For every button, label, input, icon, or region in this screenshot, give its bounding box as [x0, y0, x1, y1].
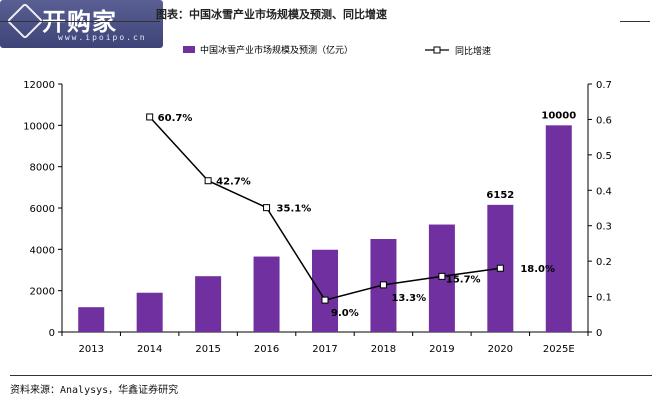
growth-data-label: 60.7%	[158, 113, 193, 124]
left-tick-label: 6000	[30, 204, 55, 215]
bar	[195, 276, 222, 332]
growth-point	[321, 296, 329, 304]
chart-title: 图表：中国冰雪产业市场规模及预测、同比增速	[156, 8, 387, 21]
x-tick-label: 2017	[312, 344, 337, 355]
legend: 中国冰雪产业市场规模及预测（亿元） 同比增速	[183, 44, 491, 57]
growth-point	[204, 177, 212, 185]
source-divider	[10, 375, 652, 376]
legend-bar-label: 中国冰雪产业市场规模及预测（亿元）	[200, 44, 353, 56]
top-divider	[0, 21, 160, 22]
top-divider-right	[620, 21, 650, 22]
growth-point	[263, 204, 271, 212]
growth-data-label: 42.7%	[216, 177, 251, 188]
x-tick-label: 2016	[254, 344, 279, 355]
chart: 中国冰雪产业市场规模及预测（亿元） 同比增速 0 2000 4000 6000 8000 1…	[23, 44, 612, 355]
bar	[136, 292, 163, 332]
x-tick-label: 2025E	[543, 344, 575, 355]
bar	[545, 125, 572, 332]
bar	[78, 307, 105, 332]
left-tick-label: 2000	[30, 287, 55, 298]
growth-point	[379, 281, 387, 289]
left-tick-label: 4000	[30, 245, 55, 256]
legend-line-label: 同比增速	[455, 45, 491, 57]
right-tick-label: 0.1	[596, 293, 612, 304]
x-tick-label: 2020	[488, 344, 513, 355]
x-tick-label: 2014	[137, 344, 162, 355]
growth-data-label: 15.7%	[446, 274, 481, 285]
left-tick-label: 8000	[30, 163, 55, 174]
right-tick-label: 0.6	[596, 115, 612, 126]
right-tick-label: 0	[596, 328, 602, 339]
legend-bar-swatch	[183, 46, 195, 53]
bar-data-label: 10000	[541, 110, 576, 121]
right-tick-label: 0.7	[596, 80, 612, 91]
growth-point	[496, 264, 504, 272]
legend-line-marker	[433, 46, 441, 54]
x-tick-label: 2019	[429, 344, 454, 355]
growth-point	[146, 113, 154, 121]
growth-data-label: 18.0%	[520, 264, 555, 275]
logo-text: 开购家	[42, 8, 117, 36]
bar-data-label: 6152	[486, 190, 514, 201]
growth-line	[146, 113, 504, 304]
bar	[312, 249, 338, 332]
left-tick-label: 10000	[23, 121, 55, 132]
source-note: 资料来源：Analysys，华鑫证券研究	[10, 385, 179, 396]
growth-point	[438, 272, 446, 280]
right-tick-label: 0.5	[596, 151, 612, 162]
x-tick-label: 2015	[195, 344, 220, 355]
growth-data-label: 9.0%	[331, 308, 359, 319]
right-tick-label: 0.3	[596, 222, 612, 233]
growth-data-label: 35.1%	[277, 204, 312, 215]
data-labels: 6152 10000 60.7% 42.7% 35.1% 9.0% 13.3% 15.7% 18…	[158, 110, 577, 319]
x-tick-label: 2013	[78, 344, 103, 355]
right-tick-label: 0.2	[596, 257, 612, 268]
logo-url: www.ipoipo.cn	[58, 33, 147, 42]
right-tick-label: 0.4	[596, 186, 612, 197]
left-tick-label: 0	[49, 328, 55, 339]
bar	[253, 256, 280, 332]
growth-data-label: 13.3%	[391, 293, 426, 304]
brand-logo: 开购家 www.ipoipo.cn	[0, 0, 163, 48]
x-tick-label: 2018	[371, 344, 396, 355]
left-tick-label: 12000	[23, 80, 55, 91]
